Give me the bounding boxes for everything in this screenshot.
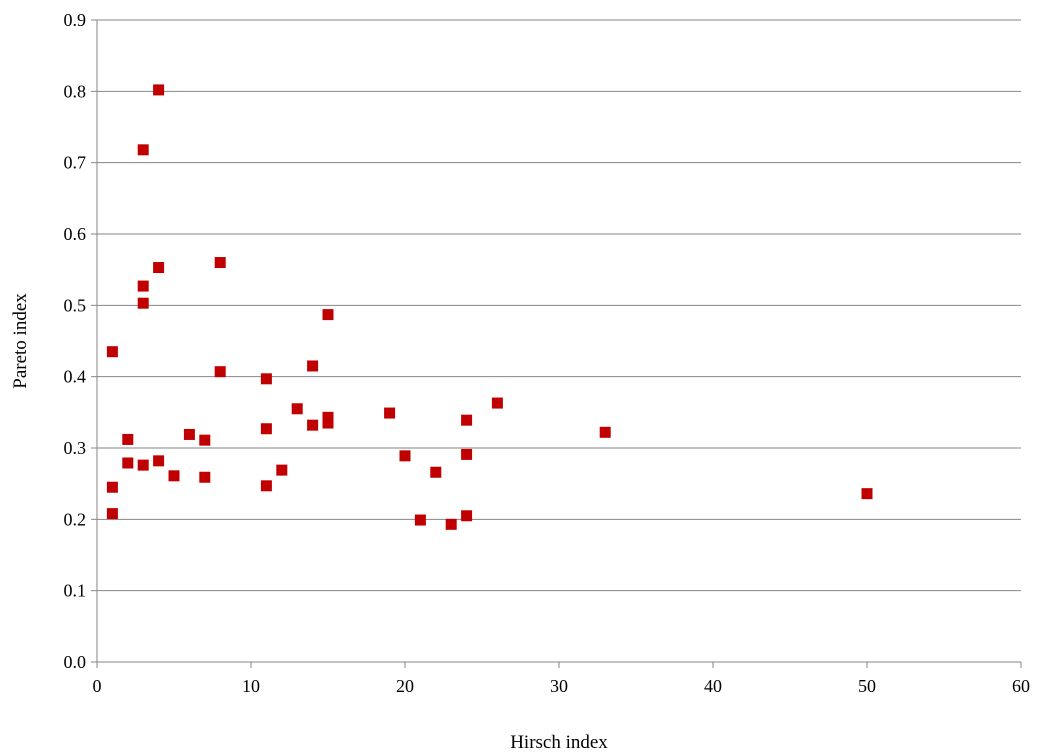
y-tick-label: 0.3 xyxy=(64,438,87,458)
data-point xyxy=(137,144,149,156)
data-point xyxy=(861,488,873,500)
data-point xyxy=(199,434,211,446)
x-tick-label: 0 xyxy=(93,676,102,696)
data-point xyxy=(122,433,134,445)
data-point xyxy=(461,414,473,426)
data-point xyxy=(260,373,272,385)
data-point xyxy=(322,417,334,429)
x-tick-labels: 0 10 20 30 40 50 60 xyxy=(93,676,1031,696)
data-point xyxy=(106,481,118,493)
y-tick-label: 0.9 xyxy=(64,10,87,30)
data-point xyxy=(199,471,211,483)
data-point xyxy=(384,407,396,419)
data-point xyxy=(214,366,226,378)
data-point xyxy=(137,297,149,309)
data-point xyxy=(122,457,134,469)
y-tick-label: 0.7 xyxy=(64,153,87,173)
data-point xyxy=(153,262,165,274)
data-point xyxy=(414,514,426,526)
y-axis-title: Pareto index xyxy=(10,293,31,389)
y-tick-label: 0.0 xyxy=(64,652,87,672)
x-tick-label: 10 xyxy=(242,676,260,696)
x-axis-title: Hirsch index xyxy=(510,732,608,753)
data-point xyxy=(430,466,442,478)
data-point xyxy=(322,411,334,423)
gridlines xyxy=(97,19,1021,592)
data-point xyxy=(137,280,149,292)
data-point xyxy=(491,397,503,409)
data-point xyxy=(399,450,411,462)
data-point xyxy=(168,470,180,482)
y-tick-label: 0.8 xyxy=(64,81,87,101)
y-tick-label: 0.2 xyxy=(64,509,87,529)
data-point xyxy=(214,257,226,269)
y-tick-label: 0.4 xyxy=(64,367,87,387)
x-tick-label: 60 xyxy=(1012,676,1030,696)
data-point xyxy=(599,426,611,438)
axes xyxy=(96,20,1021,663)
data-point xyxy=(260,480,272,492)
data-point xyxy=(461,448,473,460)
y-tick-label: 0.6 xyxy=(64,224,87,244)
data-point xyxy=(291,403,303,415)
data-point xyxy=(322,309,334,321)
y-tick-labels: 0.0 0.1 0.2 0.3 0.4 0.5 0.6 0.7 0.8 0.9 xyxy=(64,10,87,672)
data-point xyxy=(153,84,165,96)
data-points xyxy=(106,84,873,530)
data-point xyxy=(260,423,272,435)
data-point xyxy=(276,464,288,476)
x-tick-label: 20 xyxy=(396,676,414,696)
data-point xyxy=(461,510,473,522)
data-point xyxy=(307,419,319,431)
data-point xyxy=(106,346,118,358)
x-tick-label: 50 xyxy=(858,676,876,696)
data-point xyxy=(183,428,195,440)
data-point xyxy=(137,459,149,471)
y-tick-label: 0.1 xyxy=(64,581,87,601)
x-tick-label: 40 xyxy=(704,676,722,696)
y-tick-label: 0.5 xyxy=(64,295,87,315)
data-point xyxy=(445,518,457,530)
data-point xyxy=(153,455,165,467)
data-point xyxy=(106,508,118,520)
x-tick-label: 30 xyxy=(550,676,568,696)
tick-marks xyxy=(91,19,1022,668)
data-point xyxy=(307,360,319,372)
